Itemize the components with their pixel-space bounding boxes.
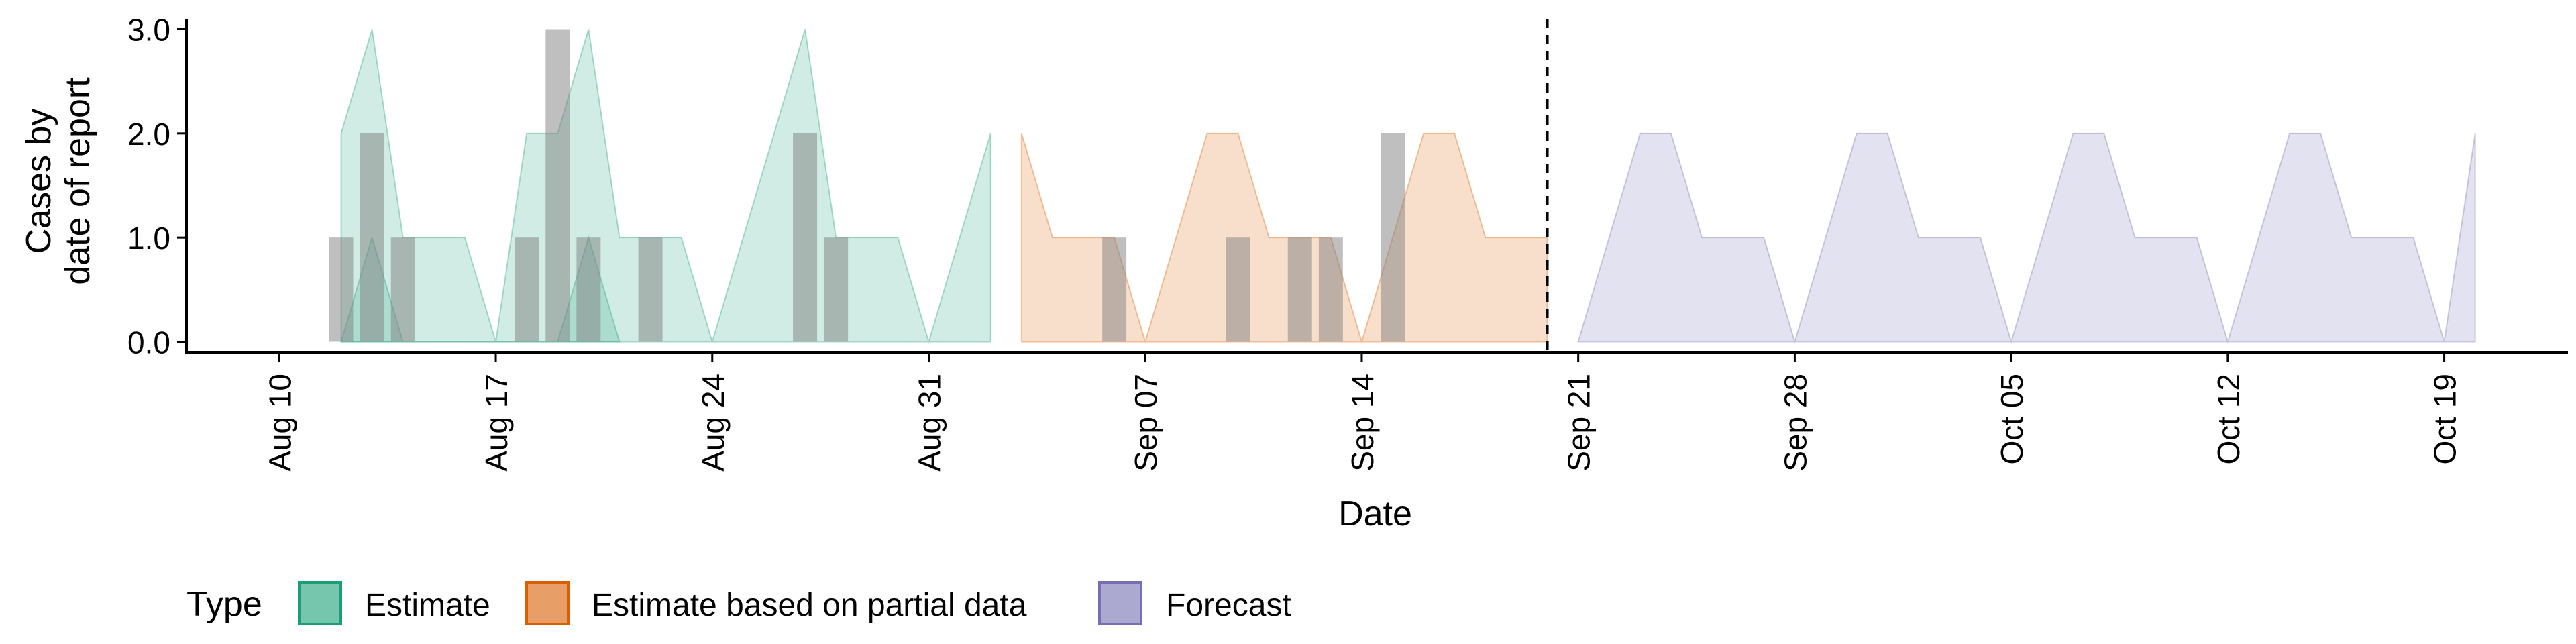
y-tick-label-2: 2.0 — [127, 117, 170, 152]
ribbon-forecast-3 — [1577, 132, 2476, 344]
x-tick-label-2020-09-21: Sep 21 — [1562, 374, 1597, 472]
y-tick-label-0: 0.0 — [127, 325, 170, 360]
y-tick-label-3: 3.0 — [127, 13, 170, 48]
x-tick-label-2020-09-14: Sep 14 — [1345, 374, 1380, 472]
x-tick-label-2020-08-17: Aug 17 — [479, 374, 514, 472]
observed-bar-2020-08-14 — [390, 237, 415, 342]
x-tick-label-2020-10-12: Oct 12 — [2211, 374, 2246, 465]
observed-bar-2020-08-20 — [576, 237, 601, 342]
legend-title: Type — [186, 585, 262, 624]
observed-bar-2020-08-19 — [545, 29, 570, 342]
observed-bar-2020-09-06 — [1102, 237, 1127, 342]
x-tick-label-2020-08-24: Aug 24 — [696, 374, 731, 472]
legend-key-forecast — [1098, 581, 1142, 625]
observed-bar-2020-08-18 — [515, 237, 539, 342]
observed-bar-2020-08-13 — [360, 133, 384, 342]
observed-bar-2020-08-27 — [793, 133, 818, 342]
observed-bar-2020-09-12 — [1287, 237, 1312, 342]
axis-layer: 0.0 1.0 2.0 3.0 Aug 10 Aug 17 Aug 24 Aug 31 Sep … — [127, 13, 2568, 472]
legend-label-estimate: Estimate — [365, 588, 490, 623]
x-tick-label-2020-10-05: Oct 05 — [1994, 374, 2029, 465]
x-tick-label-2020-10-19: Oct 19 — [2428, 374, 2463, 465]
legend-label-estimate-partial: Estimate based on partial data — [592, 588, 1027, 623]
legend: Type Estimate Estimate based on partial … — [186, 581, 1291, 625]
observed-bar-2020-08-28 — [824, 237, 849, 342]
y-axis-title-line-1: Cases by — [19, 109, 58, 254]
x-tick-label-2020-09-28: Sep 28 — [1778, 374, 1813, 472]
x-tick-label-2020-08-10: Aug 10 — [262, 374, 297, 472]
observed-bar-2020-09-13 — [1318, 237, 1343, 342]
legend-key-estimate — [298, 581, 342, 625]
y-tick-label-1: 1.0 — [127, 221, 170, 256]
observed-bar-2020-09-15 — [1381, 133, 1405, 342]
x-tick-label-2020-09-07: Sep 07 — [1128, 374, 1163, 472]
ribbon-estimate-based-on-partial-data-2 — [1020, 132, 1548, 344]
plot-layer — [329, 19, 2476, 354]
x-tick-label-2020-08-31: Aug 31 — [912, 374, 947, 472]
legend-key-estimate-partial — [525, 581, 570, 625]
x-axis-title: Date — [1338, 494, 1412, 533]
observed-bar-2020-09-10 — [1226, 237, 1250, 342]
legend-label-forecast: Forecast — [1166, 588, 1291, 623]
y-axis-title-line-2: date of report — [58, 77, 97, 285]
ribbon-estimate-0 — [340, 29, 991, 344]
observed-bar-2020-08-12 — [329, 237, 354, 342]
observed-bar-2020-08-22 — [638, 237, 663, 342]
